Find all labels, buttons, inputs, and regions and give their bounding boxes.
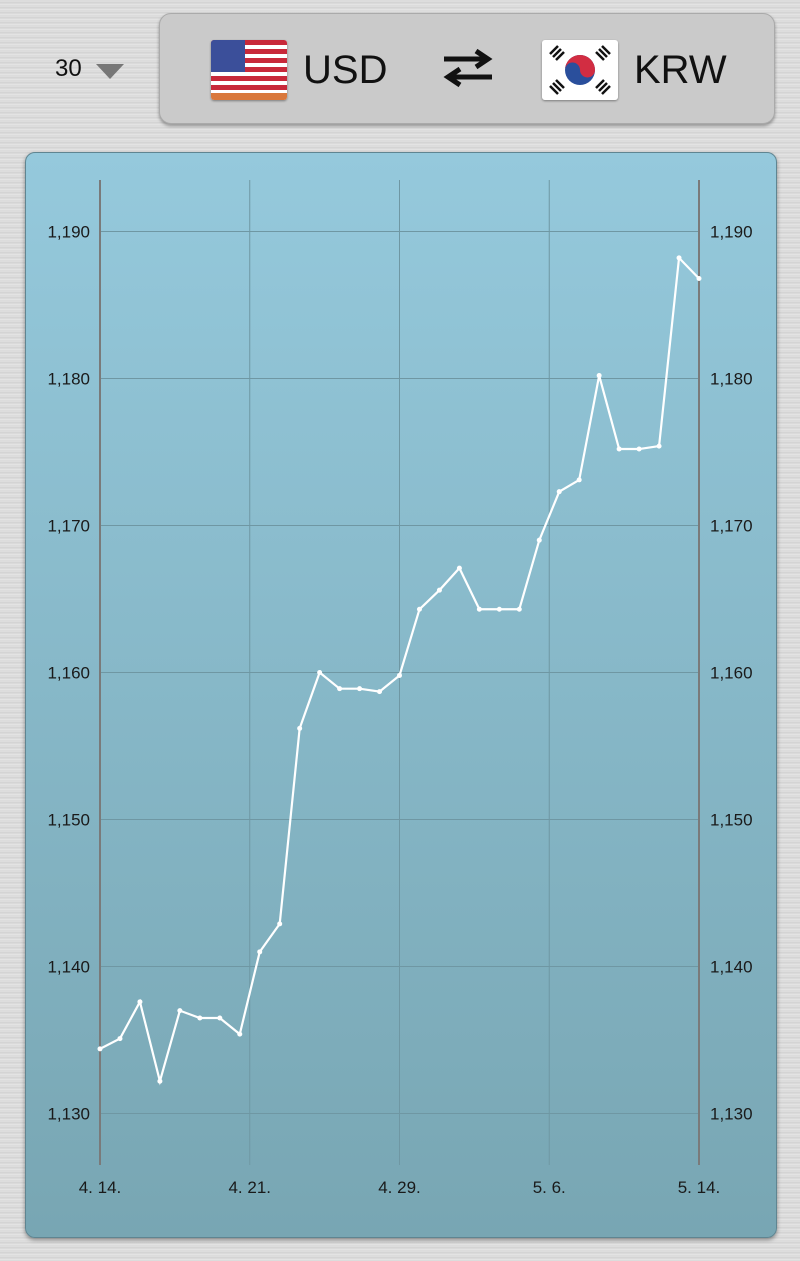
chevron-down-icon [95,63,124,79]
y-tick-label-left: 1,130 [47,1105,90,1124]
us-flag-icon [211,40,287,100]
swap-arrows-icon[interactable] [440,48,496,93]
x-tick-label: 4. 21. [228,1178,271,1197]
data-point [576,477,582,483]
y-tick-label-left: 1,140 [47,958,90,977]
data-point [456,565,462,571]
data-point [676,255,682,261]
kr-flag-icon [542,40,618,100]
data-point [317,670,323,675]
y-tick-label-left: 1,190 [47,222,90,241]
data-point [596,373,602,379]
data-point [117,1036,123,1042]
y-tick-label-right: 1,130 [710,1105,753,1124]
period-dropdown[interactable]: 30 [55,55,124,83]
from-currency-button[interactable]: USD [211,40,387,100]
y-tick-label-right: 1,150 [710,811,753,830]
data-point [157,1078,163,1084]
data-point [277,921,283,927]
y-tick-label-left: 1,150 [47,811,90,830]
data-point [496,606,502,612]
data-point [636,446,642,452]
currency-pair-panel: USD KRW [159,13,775,124]
data-point [237,1031,243,1037]
y-tick-label-left: 1,170 [47,516,90,535]
to-currency-code: KRW [634,47,727,92]
data-point [97,1046,103,1052]
y-tick-label-right: 1,170 [710,516,753,535]
data-point [536,537,542,543]
x-tick-label: 5. 14. [678,1178,721,1197]
to-currency-button[interactable]: KRW [542,40,727,100]
y-tick-label-right: 1,190 [710,222,753,241]
from-currency-code: USD [303,47,388,92]
y-tick-label-left: 1,180 [47,369,90,388]
data-point [297,725,303,731]
data-point [177,1008,183,1014]
data-point [516,606,522,612]
data-point [416,606,422,612]
chart-panel [25,152,777,1238]
y-tick-label-right: 1,140 [710,958,753,977]
y-tick-label-right: 1,160 [710,664,753,683]
data-point [137,999,143,1005]
data-point [476,606,482,612]
period-value: 30 [55,55,82,82]
data-point [257,949,263,955]
data-point [357,686,363,692]
y-tick-label-right: 1,180 [710,369,753,388]
data-point [616,446,622,452]
data-point [377,689,383,695]
x-tick-label: 4. 29. [378,1178,421,1197]
data-point [397,672,402,678]
data-point [656,443,662,449]
data-point [197,1015,203,1021]
x-tick-label: 5. 6. [533,1178,566,1197]
data-point [337,686,343,692]
data-point [696,276,702,281]
y-tick-label-left: 1,160 [47,664,90,683]
data-point [436,587,442,593]
x-tick-label: 4. 14. [79,1178,122,1197]
data-point [217,1015,223,1021]
data-point [556,489,562,495]
